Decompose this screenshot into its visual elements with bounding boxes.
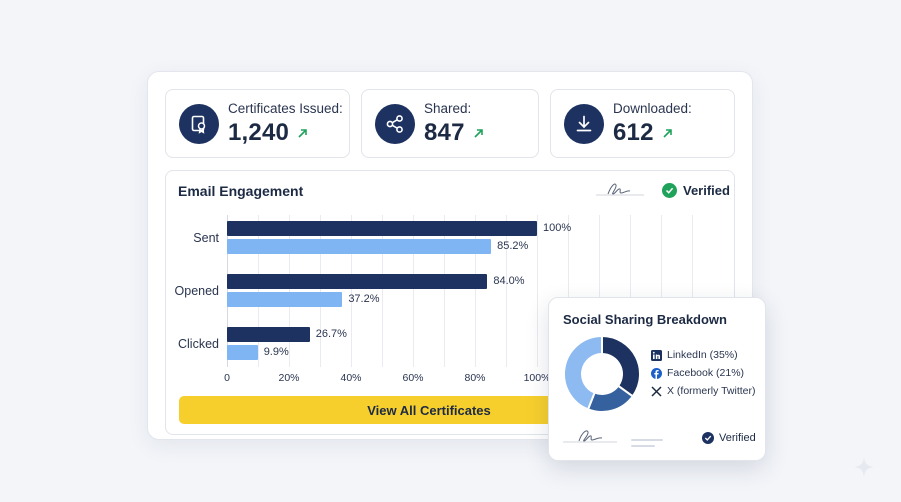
y-axis-line: [227, 215, 228, 367]
trend-up-icon: [297, 128, 308, 139]
stat-value: 612: [613, 119, 654, 146]
social-sharing-title: Social Sharing Breakdown: [563, 312, 727, 327]
gridline: [413, 215, 414, 367]
download-icon: [564, 104, 604, 144]
bar: [227, 292, 343, 307]
stat-label: Downloaded:: [613, 101, 692, 116]
check-icon: [702, 432, 714, 444]
legend-label: Facebook (21%): [667, 367, 745, 379]
stat-label: Shared:: [424, 101, 472, 116]
legend-item-linkedin: LinkedIn (35%): [650, 346, 755, 364]
signature-icon: [596, 183, 644, 196]
gridline: [444, 215, 445, 367]
donut-slice-linkedin: [601, 335, 641, 398]
social-legend: LinkedIn (35%) Facebook (21%) X (formerl…: [650, 346, 755, 400]
legend-item-facebook: Facebook (21%): [650, 364, 755, 382]
stat-card-shared: Shared: 847: [361, 89, 539, 158]
bar-value-label: 84.0%: [493, 275, 525, 287]
legend-item-x: X (formerly Twitter): [650, 382, 755, 400]
gridline: [289, 215, 290, 367]
category-label: Clicked: [178, 337, 219, 351]
facebook-icon: [650, 367, 662, 379]
category-label: Sent: [193, 231, 219, 245]
stat-card-downloaded: Downloaded: 612: [550, 89, 735, 158]
gridline: [661, 215, 662, 367]
x-tick-label: 100%: [523, 372, 551, 384]
gridline: [382, 215, 383, 367]
bar: [227, 274, 488, 289]
category-label: Opened: [174, 284, 219, 298]
signature-placeholder-line: [631, 445, 655, 447]
trend-up-icon: [662, 128, 673, 139]
legend-label: LinkedIn (35%): [667, 349, 738, 361]
x-tick-label: 20%: [278, 372, 300, 384]
gridline: [506, 215, 507, 367]
x-tick-label: 40%: [340, 372, 362, 384]
x-tick-label: 60%: [402, 372, 424, 384]
verified-badge: Verified: [702, 432, 756, 444]
legend-label: X (formerly Twitter): [667, 385, 756, 397]
gridline: [692, 215, 693, 367]
social-sharing-card: Social Sharing Breakdown LinkedIn (35%) …: [548, 297, 766, 461]
bar-value-label: 9.9%: [263, 346, 289, 358]
gridline: [258, 215, 259, 367]
bar-value-label: 37.2%: [348, 293, 380, 305]
stat-value: 847: [424, 119, 465, 146]
verified-label: Verified: [683, 183, 730, 198]
sparkle-icon: [854, 457, 874, 477]
social-donut-chart: [563, 335, 641, 413]
share-icon: [375, 104, 415, 144]
gridline: [351, 215, 352, 367]
x-tick-label: 0: [224, 372, 230, 384]
donut-slice-x: [563, 335, 603, 411]
bar: [227, 345, 258, 360]
signature-placeholder-line: [631, 439, 663, 441]
certificate-icon: [179, 104, 219, 144]
bar-value-label: 85.2%: [497, 240, 529, 252]
linkedin-icon: [650, 349, 662, 361]
gridline: [568, 215, 569, 367]
bar-value-label: 26.7%: [315, 328, 347, 340]
stat-label: Certificates Issued:: [228, 101, 343, 116]
x-twitter-icon: [650, 385, 662, 397]
signature-icon: [563, 430, 617, 443]
email-engagement-title: Email Engagement: [178, 183, 304, 199]
stat-value: 1,240: [228, 119, 290, 146]
verified-badge: Verified: [662, 183, 730, 198]
bar-value-label: 100%: [543, 222, 572, 234]
bar: [227, 221, 537, 236]
gridline: [475, 215, 476, 367]
bar: [227, 239, 492, 254]
bar: [227, 327, 310, 342]
trend-up-icon: [473, 128, 484, 139]
x-tick-label: 80%: [464, 372, 486, 384]
verified-label: Verified: [719, 432, 756, 444]
gridline: [537, 215, 538, 367]
gridline: [630, 215, 631, 367]
stat-card-certificates: Certificates Issued: 1,240: [165, 89, 350, 158]
check-icon: [662, 183, 677, 198]
gridline: [599, 215, 600, 367]
gridline: [320, 215, 321, 367]
